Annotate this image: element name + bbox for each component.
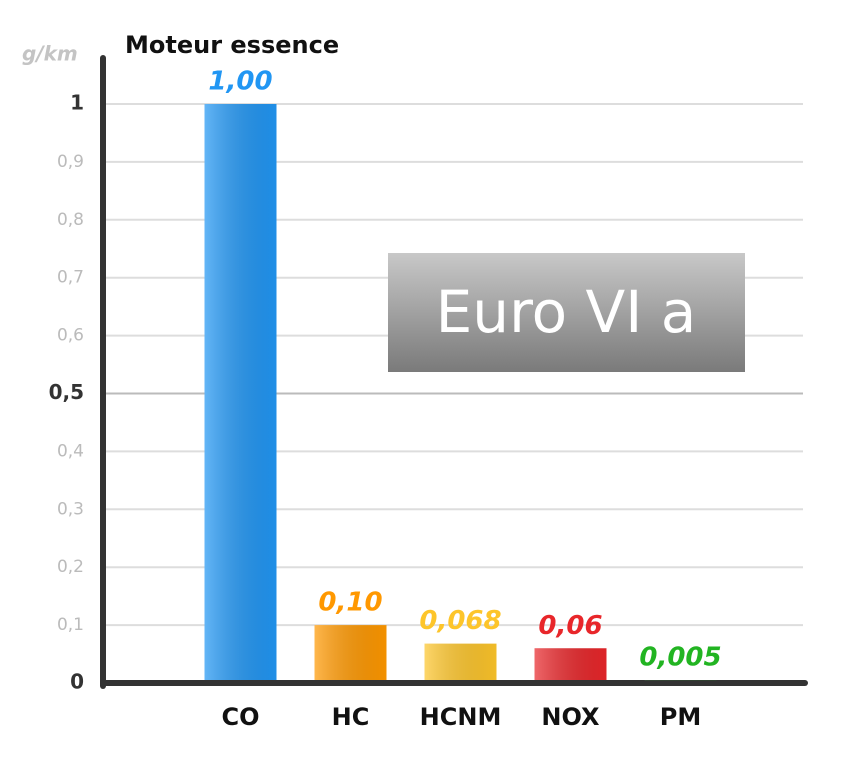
y-tick-label: 1 [70, 91, 84, 115]
y-axis-label: g/km [22, 42, 78, 66]
x-tick-label: NOX [541, 703, 600, 731]
y-tick-label: 0,8 [57, 210, 84, 230]
value-label: 1,00 [208, 67, 272, 97]
value-label: 0,10 [318, 588, 382, 618]
y-tick-label: 0,7 [57, 268, 84, 288]
x-tick-label: HCNM [420, 703, 502, 731]
y-tick-label: 0,2 [57, 557, 84, 577]
y-tick-label: 0,5 [49, 380, 84, 404]
x-tick-label: CO [221, 703, 259, 731]
annotation: Euro VI a [436, 278, 697, 346]
bar-shine [314, 625, 387, 680]
bar-shine [424, 643, 497, 680]
y-tick-label: 0,1 [57, 615, 84, 635]
chart-title: Moteur essence [125, 31, 339, 59]
x-tick-label: PM [660, 703, 701, 731]
value-label: 0,068 [419, 606, 501, 636]
bar-shine [534, 648, 607, 680]
annotation-box [388, 253, 745, 372]
y-tick-label: 0,6 [57, 326, 84, 346]
x-tick-label: HC [332, 703, 370, 731]
y-tick-label: 0,9 [57, 152, 84, 172]
y-tick-label: 0,3 [57, 499, 84, 519]
value-label: 0,06 [538, 611, 602, 641]
y-tick-label: 0 [70, 670, 84, 694]
bar-shine [204, 104, 277, 680]
value-label: 0,005 [639, 643, 721, 673]
y-tick-label: 0,4 [57, 441, 84, 461]
